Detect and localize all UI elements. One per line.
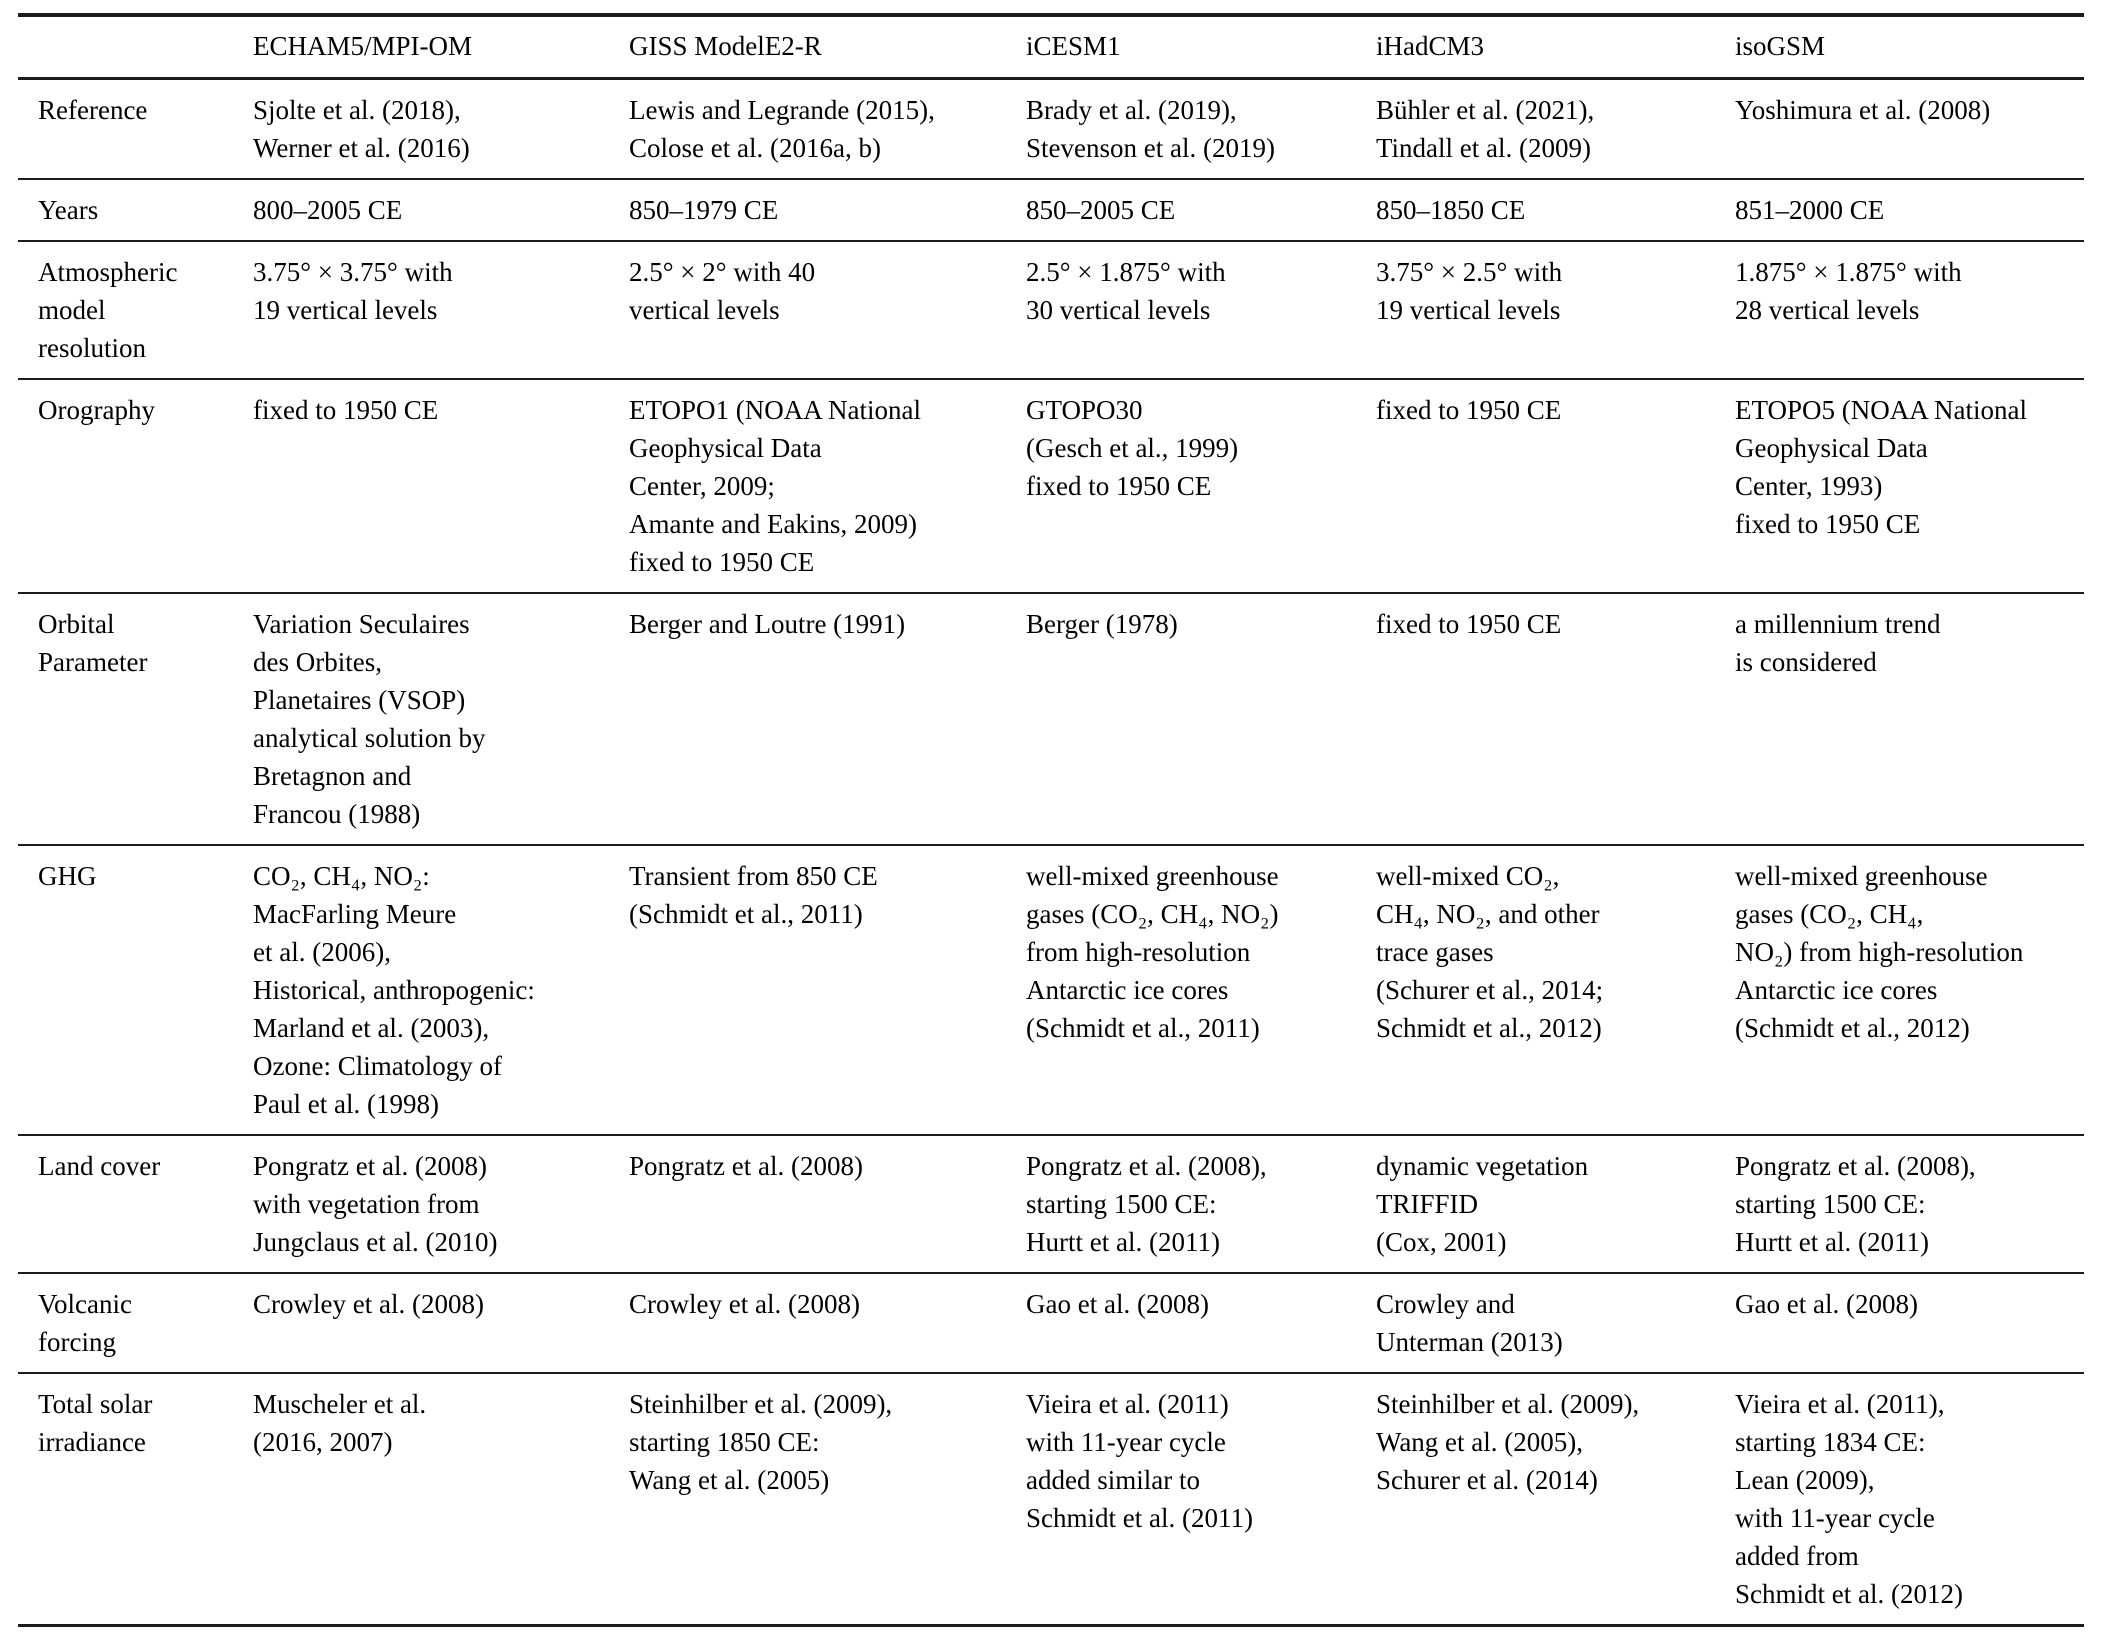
table-cell: Pongratz et al. (2008) with vegetation f… [233,1134,609,1273]
table-cell: Pongratz et al. (2008), starting 1500 CE… [1006,1134,1356,1273]
table-cell: 2.5° × 2° with 40 vertical levels [609,240,1006,379]
table-cell: Gao et al. (2008) [1006,1272,1356,1373]
row-label: Total solar irradiance [18,1372,233,1626]
model-comparison-table-container: ECHAM5/MPI-OM GISS ModelE2-R iCESM1 iHad… [18,13,2084,1627]
table-cell: 1.875° × 1.875° with 28 vertical levels [1715,240,2084,379]
table-cell: Pongratz et al. (2008), starting 1500 CE… [1715,1134,2084,1273]
header-row: ECHAM5/MPI-OM GISS ModelE2-R iCESM1 iHad… [18,15,2084,80]
table-cell: Berger (1978) [1006,592,1356,845]
row-label: Land cover [18,1134,233,1273]
column-header-isogsm: isoGSM [1715,15,2084,80]
table-row-orography: Orography fixed to 1950 CE ETOPO1 (NOAA … [18,378,2084,593]
row-label: Atmospheric model resolution [18,240,233,379]
table-cell: a millennium trend is considered [1715,592,2084,845]
table-cell: fixed to 1950 CE [1356,378,1715,593]
table-cell: well-mixed greenhouse gases (CO₂, CH₄, N… [1715,844,2084,1135]
table-cell: Sjolte et al. (2018), Werner et al. (201… [233,77,609,179]
table-row-total-solar-irradiance: Total solar irradiance Muscheler et al. … [18,1372,2084,1626]
column-header-giss: GISS ModelE2-R [609,15,1006,80]
table-cell: Steinhilber et al. (2009), starting 1850… [609,1372,1006,1626]
column-header-blank [18,15,233,80]
table-cell: Crowley et al. (2008) [609,1272,1006,1373]
row-label: Volcanic forcing [18,1272,233,1373]
column-header-icesm1: iCESM1 [1006,15,1356,80]
table-cell: ETOPO5 (NOAA National Geophysical Data C… [1715,378,2084,593]
table-cell: ETOPO1 (NOAA National Geophysical Data C… [609,378,1006,593]
table-cell: Crowley et al. (2008) [233,1272,609,1373]
row-label: Orbital Parameter [18,592,233,845]
table-cell: well-mixed greenhouse gases (CO₂, CH₄, N… [1006,844,1356,1135]
table-cell: Steinhilber et al. (2009), Wang et al. (… [1356,1372,1715,1626]
table-cell: Variation Seculaires des Orbites, Planet… [233,592,609,845]
table-cell: 850–1979 CE [609,178,1006,241]
row-label: Years [18,178,233,241]
table-cell: 3.75° × 2.5° with 19 vertical levels [1356,240,1715,379]
table-cell: Vieira et al. (2011) with 11-year cycle … [1006,1372,1356,1626]
table-cell: fixed to 1950 CE [1356,592,1715,845]
row-label: Reference [18,77,233,179]
table-cell: 851–2000 CE [1715,178,2084,241]
table-cell: Crowley and Unterman (2013) [1356,1272,1715,1373]
table-cell: 850–2005 CE [1006,178,1356,241]
table-cell: Lewis and Legrande (2015), Colose et al.… [609,77,1006,179]
table-cell: Brady et al. (2019), Stevenson et al. (2… [1006,77,1356,179]
column-header-echam5: ECHAM5/MPI-OM [233,15,609,80]
table-row-ghg: GHG CO₂, CH₄, NO₂: MacFarling Meure et a… [18,844,2084,1135]
table-cell: Bühler et al. (2021), Tindall et al. (20… [1356,77,1715,179]
row-label: Orography [18,378,233,593]
table-cell: Pongratz et al. (2008) [609,1134,1006,1273]
table-cell: Yoshimura et al. (2008) [1715,77,2084,179]
table-cell: 3.75° × 3.75° with 19 vertical levels [233,240,609,379]
table-row-land-cover: Land cover Pongratz et al. (2008) with v… [18,1134,2084,1273]
table-cell: Gao et al. (2008) [1715,1272,2084,1373]
table-cell: fixed to 1950 CE [233,378,609,593]
table-cell: Transient from 850 CE (Schmidt et al., 2… [609,844,1006,1135]
table-cell: CO₂, CH₄, NO₂: MacFarling Meure et al. (… [233,844,609,1135]
table-cell: dynamic vegetation TRIFFID (Cox, 2001) [1356,1134,1715,1273]
table-row-reference: Reference Sjolte et al. (2018), Werner e… [18,77,2084,179]
table-row-years: Years 800–2005 CE 850–1979 CE 850–2005 C… [18,178,2084,241]
table-row-atmospheric-resolution: Atmospheric model resolution 3.75° × 3.7… [18,240,2084,379]
column-header-ihadcm3: iHadCM3 [1356,15,1715,80]
table-row-volcanic-forcing: Volcanic forcing Crowley et al. (2008) C… [18,1272,2084,1373]
table-cell: Berger and Loutre (1991) [609,592,1006,845]
table-cell: 800–2005 CE [233,178,609,241]
table-cell: GTOPO30 (Gesch et al., 1999) fixed to 19… [1006,378,1356,593]
model-comparison-table: ECHAM5/MPI-OM GISS ModelE2-R iCESM1 iHad… [18,13,2084,1627]
table-row-orbital-parameter: Orbital Parameter Variation Seculaires d… [18,592,2084,845]
table-cell: 2.5° × 1.875° with 30 vertical levels [1006,240,1356,379]
table-cell: Muscheler et al. (2016, 2007) [233,1372,609,1626]
table-cell: Vieira et al. (2011), starting 1834 CE: … [1715,1372,2084,1626]
row-label: GHG [18,844,233,1135]
table-cell: 850–1850 CE [1356,178,1715,241]
table-cell: well-mixed CO₂, CH₄, NO₂, and other trac… [1356,844,1715,1135]
